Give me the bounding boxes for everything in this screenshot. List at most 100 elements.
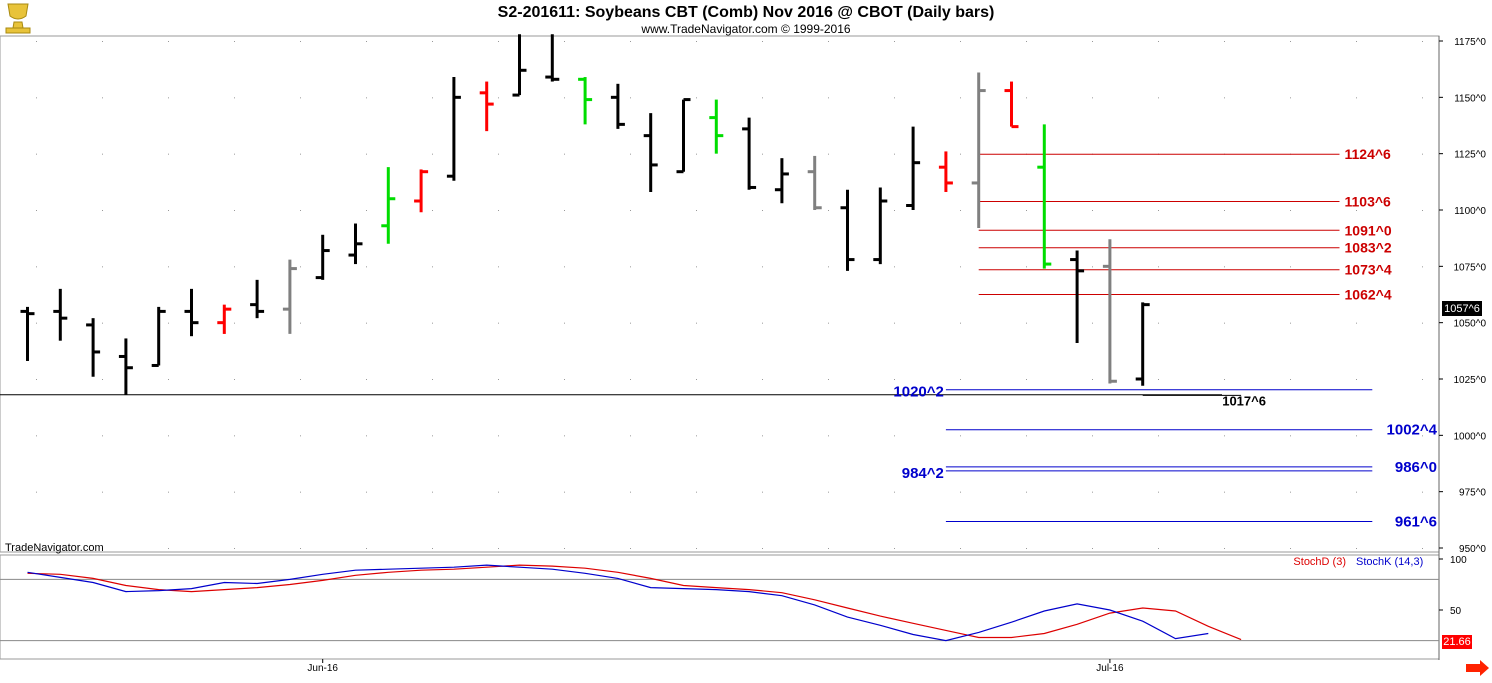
grid-dot: [894, 97, 895, 99]
price-bar: [250, 279, 265, 319]
chart-title: S2-201611: Soybeans CBT (Comb) Nov 2016 …: [498, 4, 995, 21]
grid-dot: [300, 548, 301, 549]
grid-dot: [894, 379, 895, 380]
grid-dot: [894, 210, 895, 211]
grid-dot: [366, 153, 367, 155]
stochastic-axis: 100 50: [0, 555, 1467, 642]
grid-dot: [564, 41, 565, 42]
grid-dot: [630, 97, 631, 99]
scroll-right-arrow-icon[interactable]: [1466, 660, 1489, 676]
grid-dot: [36, 210, 37, 211]
level-label: 1073^4: [1345, 262, 1392, 278]
legend-stochd: StochD (3): [1293, 556, 1346, 568]
stochk-line: [27, 564, 1209, 642]
grid-dot: [564, 379, 565, 380]
price-bar: [282, 259, 297, 334]
grid-dot: [234, 153, 235, 155]
grid-dot: [828, 97, 829, 99]
grid-dot: [300, 322, 301, 324]
price-bar: [512, 34, 527, 97]
level-label: 1103^6: [1345, 194, 1392, 210]
grid-dot: [762, 210, 763, 211]
grid-dot: [1224, 41, 1225, 42]
grid-dot: [960, 435, 961, 437]
grid-dot: [1092, 210, 1093, 211]
grid-dot: [1290, 435, 1291, 437]
grid-dot: [1026, 435, 1027, 437]
grid-dot: [300, 153, 301, 155]
grid-dot: [696, 266, 697, 268]
grid-dot: [1422, 266, 1423, 268]
price-bar: [315, 234, 330, 280]
grid-dot: [1224, 548, 1225, 549]
grid-dot: [894, 266, 895, 268]
grid-dot: [696, 435, 697, 437]
grid-dot: [630, 41, 631, 42]
grid-dot: [498, 266, 499, 268]
grid-dot: [1356, 435, 1357, 437]
grid-dot: [1356, 548, 1357, 549]
legend-stochk: StochK (14,3): [1356, 556, 1423, 568]
grid-dot: [366, 491, 367, 493]
grid-dot: [828, 322, 829, 324]
grid-dot: [168, 379, 169, 380]
grid-dot: [168, 97, 169, 99]
price-tick-label: 975^0: [1459, 488, 1486, 499]
grid-dot: [1224, 435, 1225, 437]
price-bar: [184, 288, 199, 337]
grid-dot: [1290, 41, 1291, 42]
grid-dot: [498, 153, 499, 155]
grid-dot: [1092, 97, 1093, 99]
grid-dot: [102, 548, 103, 549]
logo: [5, 3, 31, 34]
grid-dot: [300, 491, 301, 493]
grid-dot: [1290, 266, 1291, 268]
grid-dot: [168, 153, 169, 155]
stoch-last-tag: 21.66: [1442, 635, 1472, 649]
price-tick-label: 1000^0: [1454, 431, 1487, 442]
price-bar: [118, 338, 133, 395]
grid-dot: [1092, 266, 1093, 268]
grid-dot: [366, 97, 367, 99]
grid-dot: [1158, 97, 1159, 99]
grid-dot: [1158, 491, 1159, 493]
grid-dot: [564, 266, 565, 268]
price-bar: [1037, 124, 1052, 269]
x-tick-label: Jun-16: [307, 663, 338, 674]
price-tick-label: 1100^0: [1454, 206, 1486, 217]
price-bar: [86, 318, 101, 377]
grid-dot: [366, 379, 367, 380]
grid-dot: [960, 379, 961, 380]
grid-dot: [894, 153, 895, 155]
grid-dot: [630, 379, 631, 380]
grid-dot: [234, 97, 235, 99]
grid-dot: [1290, 97, 1291, 99]
grid-dot: [102, 153, 103, 155]
level-label: 961^6: [1395, 514, 1437, 531]
price-bar: [742, 117, 757, 190]
grid-dot: [36, 322, 37, 324]
level-label: 1062^4: [1345, 287, 1392, 303]
price-bar: [807, 155, 822, 210]
grid-dot: [300, 41, 301, 42]
grid-dot: [102, 379, 103, 380]
grid-dot: [168, 435, 169, 437]
last-price-tag: 1057^6: [1442, 301, 1482, 316]
grid-dot: [102, 97, 103, 99]
grid-dot: [1290, 491, 1291, 493]
grid-dot: [630, 491, 631, 493]
grid-dot: [1422, 210, 1423, 211]
grid-dot: [630, 153, 631, 155]
grid-dot: [366, 435, 367, 437]
grid-dot: [960, 97, 961, 99]
x-tick-label: Jul-16: [1096, 663, 1124, 674]
watermark: TradeNavigator.com: [5, 542, 104, 554]
grid-dot: [762, 491, 763, 493]
grid-dot: [696, 491, 697, 493]
grid-dot: [432, 548, 433, 549]
price-bar: [1070, 250, 1085, 343]
level-label: 1083^2: [1345, 240, 1392, 256]
grid-dot: [498, 41, 499, 42]
grid-dot: [300, 266, 301, 268]
